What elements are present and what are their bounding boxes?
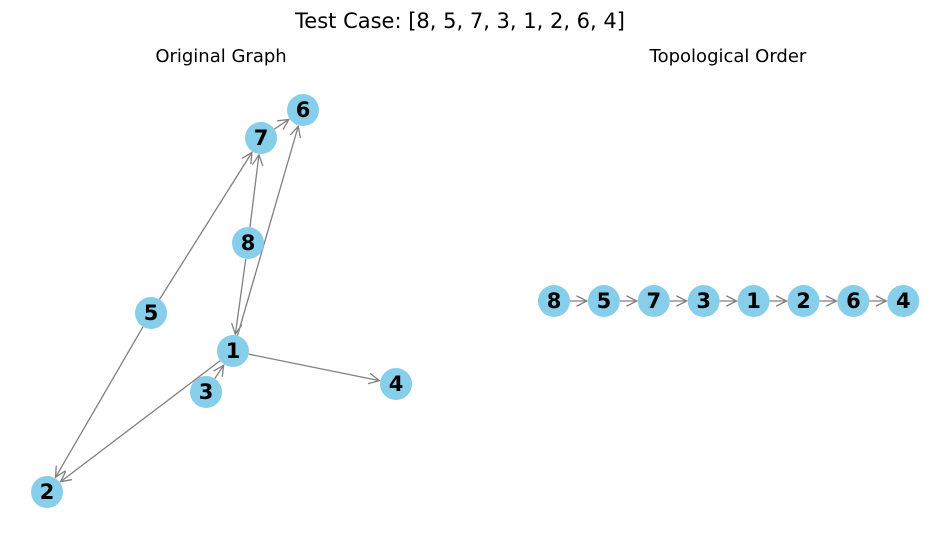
topological-order-edges [570, 295, 888, 307]
svg-text:1: 1 [226, 339, 241, 363]
svg-text:7: 7 [646, 289, 661, 313]
topo-edge-3-to-1 [719, 295, 739, 307]
node-1: 1 [217, 335, 249, 367]
svg-text:8: 8 [241, 231, 256, 255]
topo-edge-8-to-5 [570, 295, 589, 307]
topological-order-title: Topological Order [649, 46, 807, 67]
svg-text:2: 2 [796, 289, 811, 313]
topo-node-8: 8 [538, 285, 570, 317]
node-8: 8 [232, 227, 264, 259]
topo-node-2: 2 [787, 285, 820, 317]
topo-edge-5-to-7 [619, 295, 639, 307]
topo-edge-1-to-2 [769, 295, 788, 307]
edge-8-to-1 [231, 258, 247, 336]
node-2: 2 [31, 476, 63, 508]
figure-title: Test Case: [8, 5, 7, 3, 1, 2, 6, 4] [294, 9, 625, 33]
topo-edge-6-to-4 [869, 295, 888, 307]
original-graph-title: Original Graph [155, 46, 286, 67]
original-graph-panel: Original Graph 1 2 3 4 5 6 7 8 [31, 46, 412, 508]
topo-edge-7-to-3 [669, 295, 689, 307]
topo-node-6: 6 [837, 285, 870, 317]
topo-node-7: 7 [637, 285, 670, 317]
node-6: 6 [287, 94, 319, 126]
edge-1-to-4 [248, 353, 381, 385]
svg-text:1: 1 [746, 289, 761, 313]
node-7: 7 [245, 122, 277, 154]
node-3: 3 [190, 376, 222, 408]
svg-text:2: 2 [40, 480, 55, 504]
original-graph-edges [54, 118, 381, 483]
svg-text:3: 3 [199, 380, 214, 404]
topo-node-4: 4 [887, 285, 920, 317]
edge-1-to-6 [236, 124, 301, 336]
svg-text:6: 6 [846, 289, 861, 313]
original-graph-nodes: 1 2 3 4 5 6 7 8 [31, 94, 412, 508]
edge-5-to-7 [158, 151, 253, 300]
edge-3-to-1 [213, 363, 225, 379]
topological-order-panel: Topological Order 8 5 7 3 1 2 6 4 [538, 46, 920, 317]
topological-order-nodes: 8 5 7 3 1 2 6 4 [538, 285, 920, 317]
topo-node-3: 3 [687, 285, 720, 317]
svg-text:5: 5 [144, 301, 159, 325]
node-5: 5 [135, 297, 167, 329]
svg-text:6: 6 [296, 98, 311, 122]
svg-text:8: 8 [547, 289, 562, 313]
svg-text:4: 4 [389, 372, 404, 396]
topo-node-5: 5 [587, 285, 620, 317]
topo-node-1: 1 [737, 285, 770, 317]
svg-text:3: 3 [696, 289, 711, 313]
edge-7-to-6 [273, 118, 291, 130]
svg-text:7: 7 [254, 126, 269, 150]
svg-text:5: 5 [597, 289, 612, 313]
edge-1-to-2 [59, 360, 221, 483]
node-4: 4 [380, 368, 412, 400]
edge-8-to-7 [249, 153, 264, 228]
svg-text:4: 4 [896, 289, 911, 313]
edge-5-to-2 [54, 326, 144, 479]
topo-edge-2-to-6 [819, 295, 838, 307]
